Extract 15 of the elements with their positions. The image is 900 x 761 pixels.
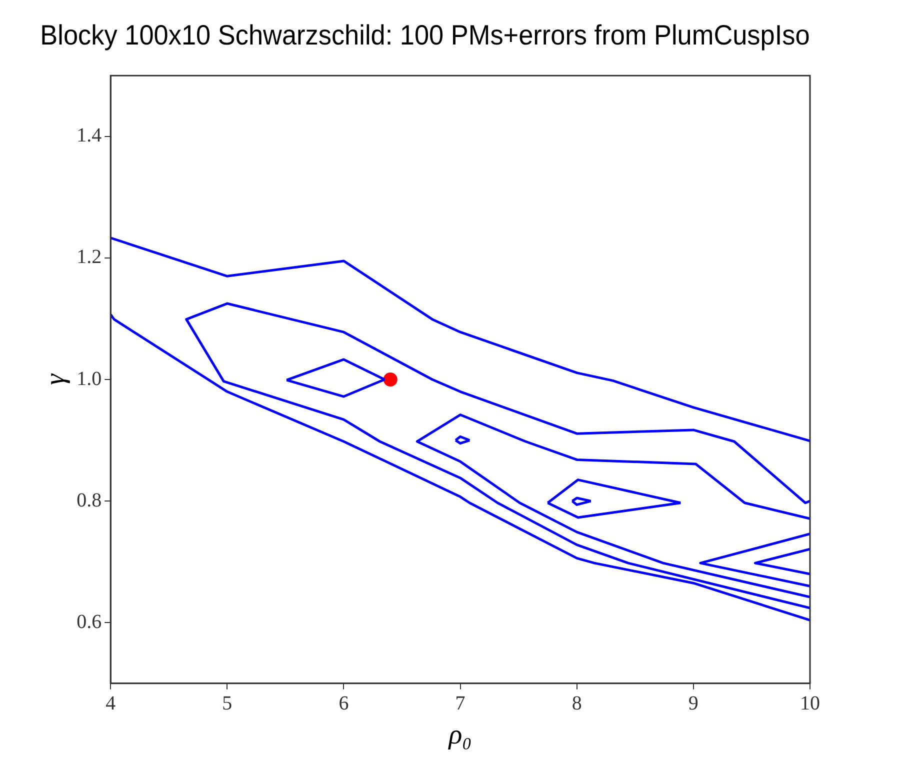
- x-tick-label: 5: [222, 692, 232, 715]
- y-tick-label: 1.0: [76, 368, 102, 390]
- x-tick-label: 8: [572, 692, 582, 715]
- y-axis-title: γ: [40, 373, 72, 386]
- x-tick-label: 6: [338, 692, 349, 715]
- x-tick-label: 10: [800, 692, 820, 715]
- y-tick-label: 1.2: [76, 246, 102, 268]
- y-tick-label: 0.6: [76, 610, 102, 633]
- y-tick-label: 1.4: [76, 124, 102, 147]
- y-tick-label: 0.8: [76, 489, 102, 512]
- chart-title: Blocky 100x10 Schwarzschild: 100 PMs+errors from PlumCuspIso: [40, 18, 810, 51]
- x-tick-label: 4: [106, 692, 116, 715]
- x-tick-label: 9: [688, 692, 698, 715]
- x-axis-title: ρ₀: [448, 720, 472, 751]
- x-tick-label: 7: [455, 692, 466, 715]
